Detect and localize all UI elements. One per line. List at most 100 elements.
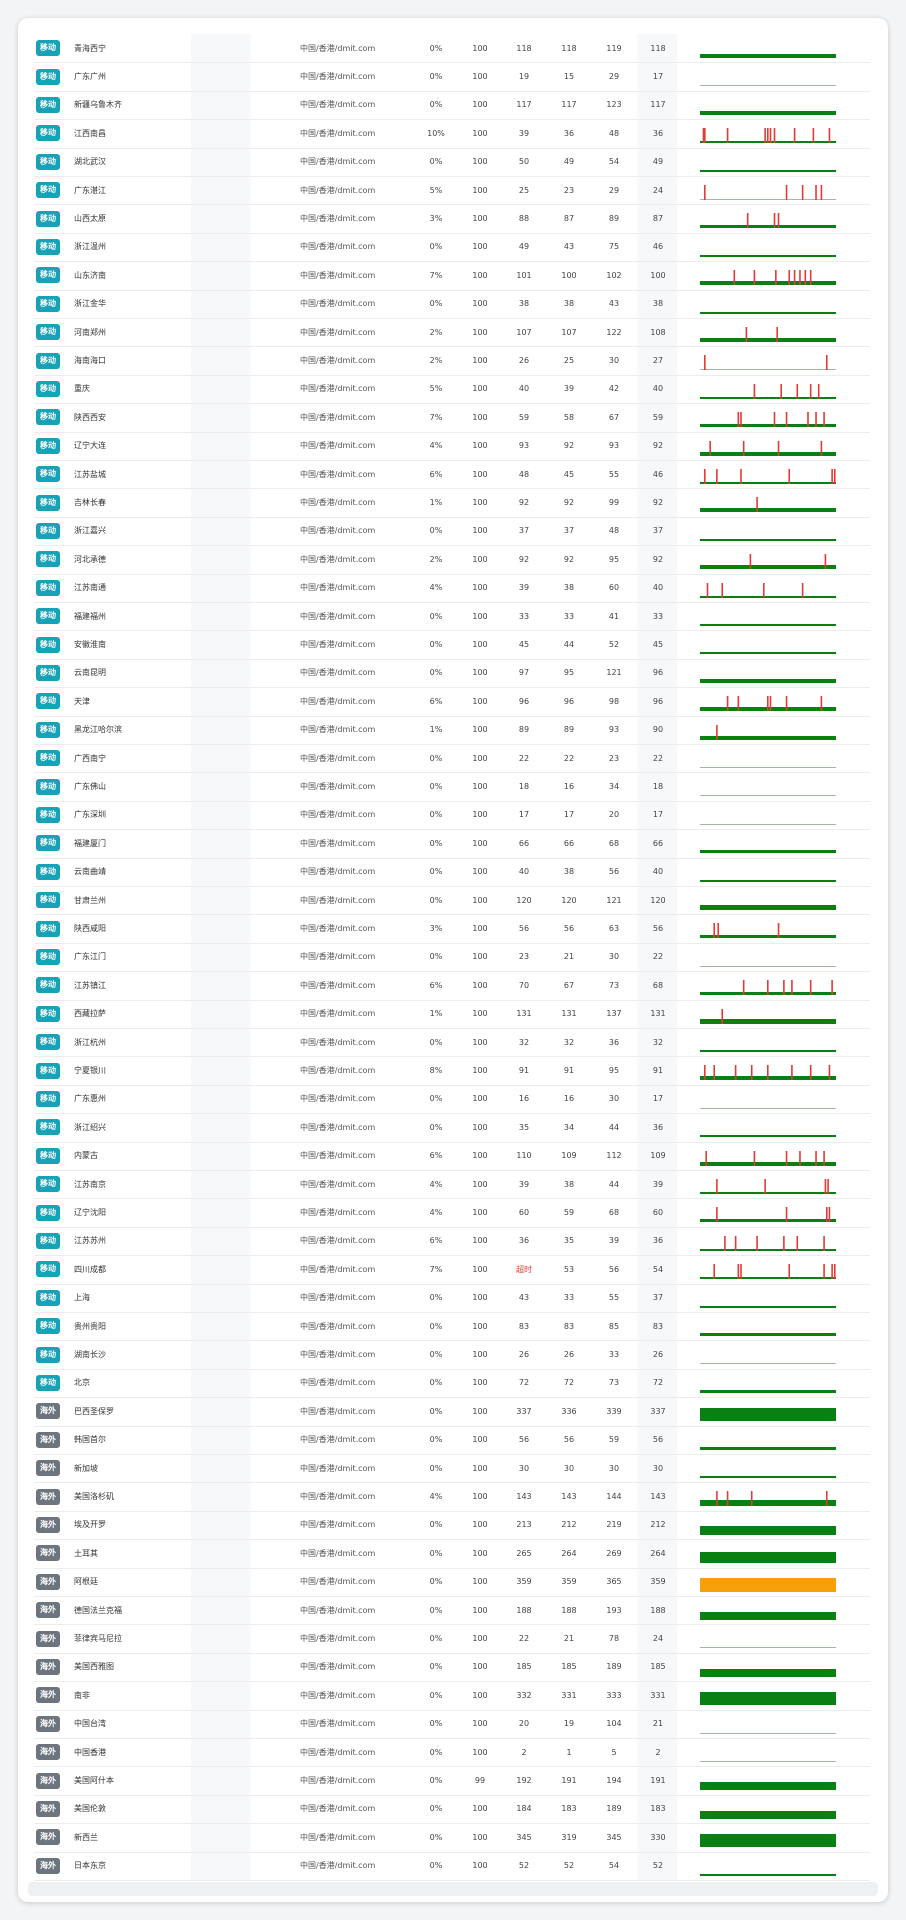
sent-cell: 100 [472,327,488,337]
sent-cell: 100 [472,1634,488,1644]
avg-latency-cell: 17 [652,1094,664,1104]
latency-sparkline [700,440,836,456]
latency-sparkline [700,169,836,172]
loss-spike [827,1179,829,1194]
sparkline-baseline [700,85,836,87]
latency-sparkline [700,1834,836,1848]
table-row: 海外 土耳其 中国/香港/dmit.com 0% 100 265 264 269 264 [34,1539,870,1569]
loss-spike [801,582,804,598]
loss-spike [704,1065,706,1081]
sent-cell: 100 [472,128,488,138]
node-location: 福建福州 [74,611,106,621]
target-host: 中国/香港/dmit.com [300,1350,376,1360]
table-row: 海外 新西兰 中国/香港/dmit.com 0% 100 345 319 345 330 [34,1823,870,1853]
table-row: 移动 海南海口 中国/香港/dmit.com 2% 100 26 25 30 27 [34,346,870,376]
isp-badge: 海外 [36,1460,60,1477]
loss-spike [764,1179,766,1194]
latency-sparkline [700,538,836,541]
loss-cell: 1% [429,725,443,735]
sparkline-baseline [700,1782,836,1791]
table-row: 移动 江苏镇江 中国/香港/dmit.com 6% 100 70 67 73 68 [34,971,870,1001]
worst-latency-cell: 39 [608,1236,620,1246]
sparkline-baseline [700,1525,836,1535]
target-host: 中国/香港/dmit.com [300,980,376,990]
loss-spike [783,980,785,996]
table-row: 移动 重庆 中国/香港/dmit.com 5% 100 40 39 42 40 [34,375,870,405]
best-latency-cell: 91 [563,1066,575,1076]
target-host: 中国/香港/dmit.com [300,1037,376,1047]
target-host: 中国/香港/dmit.com [300,1804,376,1814]
best-latency-cell: 21 [563,952,575,962]
loss-spike [742,980,745,996]
last-latency-cell: 118 [516,43,532,53]
node-location: 广东湛江 [74,185,106,195]
target-host: 中国/香港/dmit.com [300,1406,376,1416]
target-host: 中国/香港/dmit.com [300,1179,376,1189]
sent-cell: 100 [472,1804,488,1814]
target-host: 中国/香港/dmit.com [300,526,376,536]
loss-cell: 0% [429,1463,443,1473]
isp-badge: 移动 [36,693,60,710]
loss-cell: 0% [429,1321,443,1331]
avg-latency-cell: 37 [652,526,664,536]
loss-spike [716,1179,718,1194]
latency-sparkline [700,624,836,626]
last-latency-cell: 35 [518,1122,530,1132]
loss-cell: 6% [429,980,443,990]
target-host: 中国/香港/dmit.com [300,299,376,309]
target-host: 中国/香港/dmit.com [300,782,376,792]
isp-badge: 移动 [36,1005,60,1022]
last-latency-cell: 60 [518,1208,530,1218]
worst-latency-cell: 269 [606,1548,622,1558]
node-location: 山东济南 [74,270,106,280]
last-latency-cell: 超时 [516,1264,532,1274]
isp-badge: 移动 [36,636,60,653]
avg-latency-cell: 54 [652,1264,664,1274]
table-row: 移动 广东广州 中国/香港/dmit.com 0% 100 19 15 29 17 [34,62,870,92]
avg-latency-cell: 56 [652,1435,664,1445]
latency-sparkline [700,1491,836,1507]
sent-cell: 100 [472,498,488,508]
sent-cell: 100 [472,384,488,394]
loss-cell: 0% [429,1605,443,1615]
node-location: 浙江温州 [74,242,106,252]
worst-latency-cell: 339 [606,1406,622,1416]
isp-badge: 移动 [36,835,60,852]
loss-spike [785,696,788,712]
node-location: 重庆 [74,384,90,394]
loss-cell: 0% [429,668,443,678]
avg-latency-cell: 68 [652,980,664,990]
avg-latency-cell: 39 [652,1179,664,1189]
latency-sparkline [700,1107,836,1109]
last-latency-cell: 38 [518,299,530,309]
loss-cell: 0% [429,157,443,167]
sent-cell: 100 [472,412,488,422]
worst-latency-cell: 102 [606,270,622,280]
best-latency-cell: 15 [563,72,575,82]
target-host: 中国/香港/dmit.com [300,952,376,962]
worst-latency-cell: 30 [608,952,620,962]
table-row: 移动 湖南长沙 中国/香港/dmit.com 0% 100 26 26 33 26 [34,1340,870,1370]
loss-cell: 1% [429,498,443,508]
loss-spike [831,469,833,484]
loss-spike [753,383,756,399]
horizontal-scrollbar[interactable] [28,1882,878,1896]
target-host: 中国/香港/dmit.com [300,1605,376,1615]
latency-sparkline [700,980,836,996]
worst-latency-cell: 333 [606,1690,622,1700]
worst-latency-cell: 30 [608,1463,620,1473]
target-host: 中国/香港/dmit.com [300,1151,376,1161]
sent-cell: 100 [472,43,488,53]
latency-sparkline [700,1389,836,1393]
target-host: 中国/香港/dmit.com [300,1321,376,1331]
loss-spike [777,440,780,456]
target-host: 中国/香港/dmit.com [300,1122,376,1132]
table-row: 移动 内蒙古 中国/香港/dmit.com 6% 100 110 109 112 109 [34,1142,870,1171]
worst-latency-cell: 112 [606,1151,622,1161]
loss-spike [753,270,756,286]
best-latency-cell: 38 [563,583,575,593]
table-row: 移动 浙江嘉兴 中国/香港/dmit.com 0% 100 37 37 48 37 [34,517,870,547]
worst-latency-cell: 29 [608,185,620,195]
loss-spike [788,1264,791,1280]
avg-latency-cell: 92 [652,554,664,564]
